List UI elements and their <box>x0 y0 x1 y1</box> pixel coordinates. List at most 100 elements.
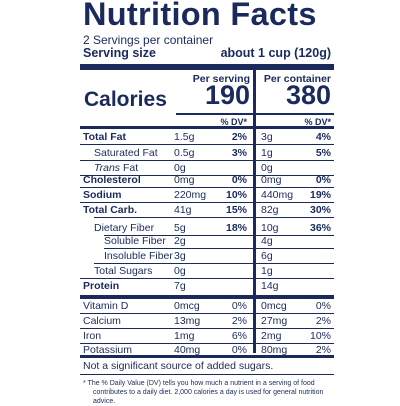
added-sugars-note: Not a significant source of added sugars… <box>83 360 274 372</box>
footnote-line-2: contributes to a daily diet. 2,000 calor… <box>93 389 324 405</box>
nutrient-name: Total Sugars <box>94 265 153 277</box>
dv-per-container: 19% <box>309 189 331 201</box>
amount-per-container: 0mcg <box>261 300 287 312</box>
nutrient-name: Cholesterol <box>83 174 141 186</box>
amount-per-serving: 0.5g <box>174 147 195 159</box>
amount-per-serving: 220mg <box>174 189 207 201</box>
dv-per-serving: 0% <box>231 174 247 186</box>
thick-divider-nutrients <box>80 126 334 129</box>
amount-per-serving: 0g <box>174 162 186 174</box>
amount-per-container: 10g <box>261 222 279 234</box>
nutrient-name: Soluble Fiber <box>104 235 166 247</box>
dv-per-container: 2% <box>315 344 331 356</box>
amount-per-serving: 13mg <box>174 315 201 327</box>
amount-per-serving: 2g <box>174 235 186 247</box>
row-divider <box>104 248 334 249</box>
dv-per-serving: 15% <box>225 204 247 216</box>
daily-value-footnote: * The % Daily Value (DV) tells you how m… <box>83 379 333 406</box>
footnote-divider <box>80 374 334 375</box>
row-divider <box>80 144 334 145</box>
amount-per-serving: 3g <box>174 250 186 262</box>
dv-per-serving: 2% <box>231 315 247 327</box>
nutrient-row: Total Carb. 41g 15% 82g 30% <box>80 202 334 218</box>
nutrient-name: Total Carb. <box>83 204 138 216</box>
thick-divider-vitamins <box>80 295 334 299</box>
amount-per-serving: 0g <box>174 265 186 277</box>
dv-per-serving: 10% <box>225 189 247 201</box>
serving-size-value: about 1 cup (120g) <box>220 46 331 60</box>
vitamin-row: Calcium 13mg 2% 27mg 2% <box>80 313 334 329</box>
amount-per-container: 4g <box>261 235 273 247</box>
dv-per-serving: 3% <box>231 147 247 159</box>
thick-divider-top <box>80 64 334 70</box>
row-divider <box>80 313 334 314</box>
amount-per-container: 80mg <box>261 344 288 356</box>
dv-per-container: 30% <box>309 204 331 216</box>
amount-per-serving: 0mg <box>174 174 195 186</box>
nutrient-row: Cholesterol 0mg 0% 0mg 0% <box>80 172 334 188</box>
nutrient-name: Calcium <box>83 315 121 327</box>
amount-per-serving: 1mg <box>174 330 195 342</box>
row-divider <box>80 278 334 279</box>
dv-per-container: 2% <box>315 315 331 327</box>
vitamin-row: Iron 1mg 6% 2mg 10% <box>80 328 334 344</box>
amount-per-serving: 41g <box>174 204 192 216</box>
row-divider <box>80 202 334 203</box>
column-header-per-serving: Per serving <box>192 73 250 85</box>
nutrient-name-italic: Trans <box>94 162 121 174</box>
dv-per-container: 0% <box>315 174 331 186</box>
row-divider <box>80 187 334 188</box>
column-separator <box>253 69 256 353</box>
nutrient-row: Protein 7g 14g <box>80 278 334 294</box>
dv-per-serving: 18% <box>225 222 247 234</box>
amount-per-container: 1g <box>261 147 273 159</box>
dv-per-container: 5% <box>315 147 331 159</box>
dv-header-per-serving: % DV* <box>220 117 247 127</box>
nutrient-row: Saturated Fat 0.5g 3% 1g 5% <box>80 145 334 161</box>
calories-per-container: 380 <box>285 80 331 110</box>
vitamin-row: Potassium 40mg 0% 80mg 2% <box>80 342 334 358</box>
nutrient-name-rest: Fat <box>120 162 139 174</box>
amount-per-serving: 0mcg <box>174 300 200 312</box>
nutrient-name: Sodium <box>83 189 122 201</box>
dv-per-container: 36% <box>309 222 331 234</box>
amount-per-container: 0g <box>261 162 273 174</box>
amount-per-container: 82g <box>261 204 279 216</box>
dv-per-serving: 2% <box>231 131 247 143</box>
dv-per-serving: 0% <box>231 300 247 312</box>
nutrient-row: Soluble Fiber 2g 4g <box>80 233 334 249</box>
amount-per-container: 3g <box>261 131 273 143</box>
row-divider <box>104 235 334 236</box>
row-divider <box>80 160 334 161</box>
nutrient-name: Iron <box>83 330 102 342</box>
label-title: Nutrition Facts <box>83 0 317 32</box>
dv-per-container: 4% <box>315 131 331 143</box>
nutrient-name: Saturated Fat <box>94 147 158 159</box>
amount-per-container: 440mg <box>261 189 294 201</box>
nutrient-name: Potassium <box>83 344 133 356</box>
nutrient-row: Trans Fat 0g 0g <box>80 160 334 176</box>
vitamin-row: Vitamin D 0mcg 0% 0mcg 0% <box>80 298 334 314</box>
amount-per-container: 2mg <box>261 330 282 342</box>
dv-per-container: 10% <box>309 330 331 342</box>
amount-per-serving: 7g <box>174 280 186 292</box>
dv-per-serving: 6% <box>231 330 247 342</box>
amount-per-container: 1g <box>261 265 273 277</box>
nutrient-name: Dietary Fiber <box>94 222 155 234</box>
nutrient-name: Protein <box>83 280 120 292</box>
nutrient-name: Total Fat <box>83 131 126 143</box>
column-header-per-container: Per container <box>263 73 331 85</box>
dv-header-per-container: % DV* <box>304 117 331 127</box>
footnote-line-1: * The % Daily Value (DV) tells you how m… <box>83 380 315 387</box>
row-divider <box>94 263 334 264</box>
nutrient-row: Sodium 220mg 10% 440mg 19% <box>80 187 334 203</box>
calories-label: Calories <box>84 88 167 111</box>
row-divider <box>80 343 334 344</box>
row-divider <box>94 217 334 218</box>
nutrient-name: Insoluble Fiber <box>104 250 173 262</box>
amount-per-container: 27mg <box>261 315 288 327</box>
amount-per-container: 14g <box>261 280 279 292</box>
amount-per-serving: 1.5g <box>174 131 195 143</box>
nutrient-row: Total Sugars 0g 1g <box>80 263 334 279</box>
nutrition-facts-label: Nutrition Facts 2 Servings per container… <box>80 0 334 405</box>
